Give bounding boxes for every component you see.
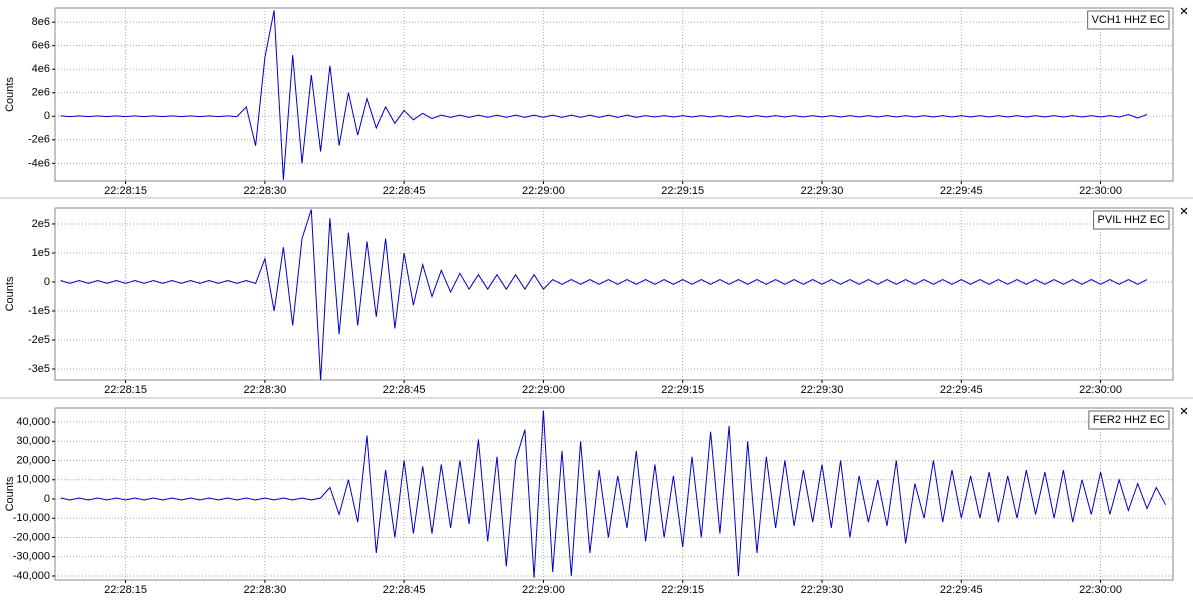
plot-area: [54, 7, 1174, 182]
x-tick-label: 22:28:45: [383, 384, 426, 396]
x-tick-label: 22:29:45: [940, 185, 983, 197]
y-tick-label: -30,000: [13, 551, 50, 563]
y-tick-label: 6e6: [32, 40, 50, 52]
x-tick-label: 22:28:30: [243, 384, 286, 396]
x-tick-label: 22:29:30: [801, 185, 844, 197]
x-tick-label: 22:28:45: [383, 185, 426, 197]
station-label-box: [1087, 10, 1170, 30]
station-label-box: [1088, 410, 1170, 430]
y-tick-label: 10,000: [16, 474, 50, 486]
x-tick-label: 22:28:15: [104, 584, 147, 596]
x-tick-label: 22:29:00: [522, 584, 565, 596]
close-button[interactable]: [1180, 207, 1188, 215]
station-label: PVIL HHZ EC: [1098, 214, 1165, 226]
y-tick-label: 0: [44, 276, 50, 288]
x-tick-label: 22:30:00: [1079, 584, 1122, 596]
trace: [60, 410, 1167, 578]
x-tick-label: 22:29:30: [801, 584, 844, 596]
y-axis-label: Counts: [4, 476, 16, 511]
close-icon: [1180, 7, 1188, 15]
waveform: [60, 209, 1148, 380]
x-tick-label: 22:29:45: [940, 584, 983, 596]
trace: [60, 209, 1148, 380]
station-label: VCH1 HHZ EC: [1092, 14, 1165, 26]
x-tick-label: 22:29:00: [522, 384, 565, 396]
y-tick-label: 1e5: [32, 247, 50, 259]
close-button[interactable]: [1180, 7, 1188, 15]
y-tick-label: 0: [44, 493, 50, 505]
x-tick-label: 22:30:00: [1079, 185, 1122, 197]
x-tick-label: 22:28:15: [104, 185, 147, 197]
x-tick-label: 22:29:45: [940, 384, 983, 396]
x-tick-label: 22:30:00: [1079, 384, 1122, 396]
y-tick-label: -20,000: [13, 531, 50, 543]
close-icon: [1180, 207, 1188, 215]
y-tick-label: -2e6: [28, 134, 50, 146]
y-tick-label: -40,000: [13, 570, 50, 582]
y-tick-label: 0: [44, 110, 50, 122]
y-tick-label: 20,000: [16, 454, 50, 466]
trace: [60, 10, 1148, 180]
close-icon: [1180, 407, 1188, 415]
x-tick-label: 22:29:15: [661, 584, 704, 596]
waveform: [60, 410, 1167, 578]
y-axis-label: Counts: [4, 77, 16, 112]
station-label: FER2 HHZ EC: [1093, 414, 1165, 426]
x-tick-label: 22:28:45: [383, 584, 426, 596]
waveform: [60, 10, 1148, 180]
y-tick-label: 4e6: [32, 63, 50, 75]
y-tick-label: -3e5: [28, 363, 50, 375]
y-tick-label: 2e6: [32, 87, 50, 99]
close-button[interactable]: [1180, 407, 1188, 415]
y-tick-label: 30,000: [16, 435, 50, 447]
y-tick-label: 2e5: [32, 218, 50, 230]
x-tick-label: 22:29:15: [661, 384, 704, 396]
y-tick-label: -1e5: [28, 305, 50, 317]
x-tick-label: 22:28:15: [104, 384, 147, 396]
x-tick-label: 22:29:30: [801, 384, 844, 396]
y-tick-label: 40,000: [16, 416, 50, 428]
station-label-box: [1093, 210, 1170, 230]
x-tick-label: 22:29:00: [522, 185, 565, 197]
y-tick-label: -4e6: [28, 157, 50, 169]
y-axis-label: Counts: [4, 276, 16, 311]
y-tick-label: 8e6: [32, 16, 50, 28]
x-tick-label: 22:28:30: [243, 584, 286, 596]
plot-area: [54, 407, 1174, 581]
y-tick-label: -2e5: [28, 334, 50, 346]
x-tick-label: 22:28:30: [243, 185, 286, 197]
plot-area: [54, 207, 1174, 381]
y-tick-label: -10,000: [13, 512, 50, 524]
x-tick-label: 22:29:15: [661, 185, 704, 197]
